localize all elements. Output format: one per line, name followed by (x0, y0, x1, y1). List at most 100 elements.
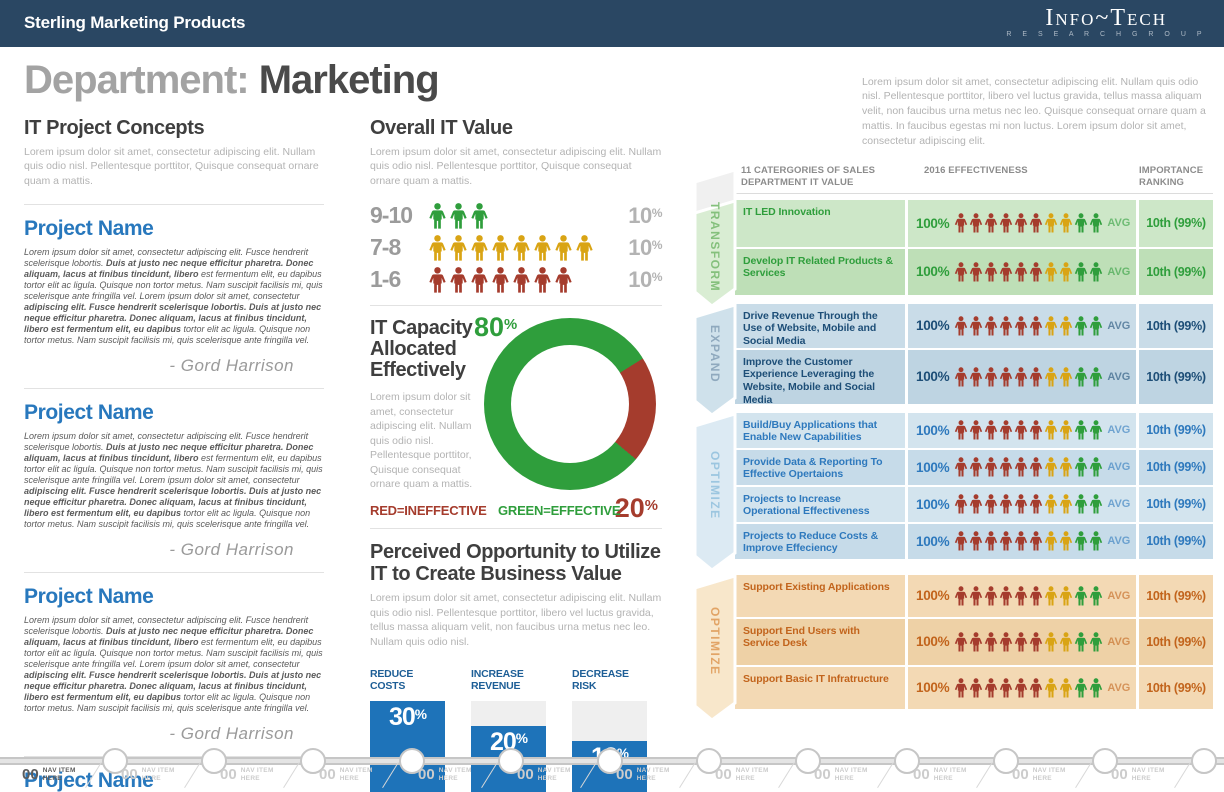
nav-item[interactable]: 00 NAV ITEM HERE (22, 767, 76, 783)
logo-wordmark: Info~Tech (1045, 5, 1167, 31)
avg-label: AVG (1107, 217, 1131, 230)
person-icon (1030, 632, 1043, 652)
person-icon (1000, 420, 1013, 440)
nav-item[interactable]: 00 NAV ITEM HERE (1012, 767, 1066, 783)
nav-milestone-circle[interactable] (993, 748, 1019, 774)
nav-milestone-circle[interactable] (1191, 748, 1217, 774)
page-title: Department: Marketing (24, 58, 440, 103)
page-title-prefix: Department: (24, 58, 250, 102)
person-icon (1015, 586, 1028, 606)
nav-milestone-circle[interactable] (498, 748, 524, 774)
person-icon (1090, 457, 1103, 477)
nav-milestone-circle[interactable] (894, 748, 920, 774)
person-icon (970, 586, 983, 606)
nav-item[interactable]: 00 NAV ITEM HERE (418, 767, 472, 783)
divider (24, 204, 324, 206)
person-icon (1090, 420, 1103, 440)
nav-milestone-circle[interactable] (1092, 748, 1118, 774)
section-description: Lorem ipsum dolor sit amet, consectetur … (370, 592, 662, 648)
project-block: Project Name Lorem ipsum dolor sit amet, … (24, 401, 324, 560)
person-icon (1060, 367, 1073, 387)
effectiveness-cell: 100% AVG (908, 523, 1136, 559)
nav-milestone-circle[interactable] (399, 748, 425, 774)
effectiveness-cell: 100% AVG (908, 666, 1136, 709)
person-icon (1075, 262, 1088, 282)
nav-item[interactable]: 00 NAV ITEM HERE (715, 767, 769, 783)
person-icon (970, 367, 983, 387)
person-icon (985, 316, 998, 336)
bar-fill: 30% (370, 701, 445, 792)
person-icon (1000, 457, 1013, 477)
nav-milestone-circle[interactable] (696, 748, 722, 774)
divider (370, 305, 662, 307)
nav-milestone-circle[interactable] (795, 748, 821, 774)
table-group-optimize: OPTIMIZE Support Existing Applications 100… (693, 573, 1213, 722)
nav-item[interactable]: 00 NAV ITEM HERE (913, 767, 967, 783)
nav-item[interactable]: 00 NAV ITEM HERE (220, 767, 274, 783)
person-icon (1060, 494, 1073, 514)
person-icon (970, 262, 983, 282)
nav-item-label: NAV ITEM HERE (735, 767, 769, 783)
effectiveness-percent: 100% (916, 215, 950, 231)
person-icon (1090, 262, 1103, 282)
nav-item-number: 00 (913, 766, 930, 783)
divider (24, 571, 324, 573)
person-icon (1030, 494, 1043, 514)
nav-item[interactable]: 00 NAV ITEM HERE (517, 767, 571, 783)
person-icon (1075, 494, 1088, 514)
group-tab-label: OPTIMIZE (708, 451, 722, 521)
nav-item[interactable]: 00 NAV ITEM HERE (1111, 767, 1165, 783)
avg-label: AVG (1107, 498, 1131, 511)
person-icon (970, 494, 983, 514)
person-icon (1060, 262, 1073, 282)
effectiveness-percent: 100% (916, 369, 950, 385)
section-heading: Overall IT Value (370, 117, 513, 139)
category-cell: Develop IT Related Products & Services (735, 248, 905, 295)
nav-milestone-circle[interactable] (300, 748, 326, 774)
person-icon (1015, 457, 1028, 477)
nav-item[interactable]: 00 NAV ITEM HERE (319, 767, 373, 783)
nav-milestone-circle[interactable] (102, 748, 128, 774)
person-icon (1060, 420, 1073, 440)
nav-item[interactable]: 00 NAV ITEM HERE (814, 767, 868, 783)
effective-percentage-label: 80% (474, 312, 518, 343)
overall-value-rows: 9-10 10% 7-8 10% 1-6 10% (370, 202, 663, 293)
effectiveness-percent: 100% (916, 459, 950, 475)
it-value-table: 11 CATERGORIES OF SALES DEPARTMENT IT VA… (693, 165, 1213, 722)
person-icon (492, 235, 509, 261)
person-icon (1030, 420, 1043, 440)
nav-milestone-circle[interactable] (201, 748, 227, 774)
nav-item-label: NAV ITEM HERE (1131, 767, 1165, 783)
nav-item[interactable]: 00 NAV ITEM HERE (616, 767, 670, 783)
divider (24, 388, 324, 390)
person-icon (1045, 457, 1058, 477)
person-icon (429, 235, 446, 261)
person-icon (450, 235, 467, 261)
project-body: Lorem ipsum dolor sit amet, consectetur … (24, 431, 323, 529)
person-icon (1045, 586, 1058, 606)
category-cell: Improve the Customer Experience Leveragi… (735, 349, 905, 406)
avg-label: AVG (1107, 589, 1131, 602)
project-signature: - Gord Harrison (169, 539, 294, 559)
person-icon (1060, 457, 1073, 477)
person-icon (955, 420, 968, 440)
nav-separator-slash (679, 762, 696, 788)
column-header-effectiveness: 2016 EFFECTIVENESS (924, 165, 1028, 176)
people-icons (954, 213, 1103, 233)
importance-cell: 10th (99%) (1139, 523, 1213, 559)
bar-column: REDUCE COSTS 30% (370, 669, 445, 792)
nav-item-label: NAV ITEM HERE (240, 767, 274, 783)
person-icon (1090, 678, 1103, 698)
nav-separator-slash (283, 762, 300, 788)
nav-milestone-circle[interactable] (597, 748, 623, 774)
person-icon (1030, 457, 1043, 477)
person-icon (1030, 678, 1043, 698)
people-icons (954, 367, 1103, 387)
nav-item-label: NAV ITEM HERE (1032, 767, 1066, 783)
table-row: Projects to Reduce Costs & Improve Effec… (735, 523, 1213, 559)
effectiveness-cell: 100% AVG (908, 449, 1136, 485)
nav-item[interactable]: 00 NAV ITEM HERE (121, 767, 175, 783)
person-icon (1060, 213, 1073, 233)
avg-label: AVG (1107, 265, 1131, 278)
person-icon (1090, 494, 1103, 514)
